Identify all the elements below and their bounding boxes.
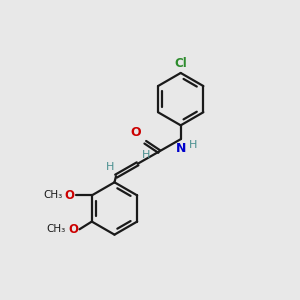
Text: O: O bbox=[68, 223, 78, 236]
Text: N: N bbox=[176, 142, 186, 155]
Text: CH₃: CH₃ bbox=[43, 190, 62, 200]
Text: H: H bbox=[189, 140, 197, 150]
Text: O: O bbox=[65, 189, 75, 202]
Text: CH₃: CH₃ bbox=[46, 224, 66, 234]
Text: Cl: Cl bbox=[174, 57, 187, 70]
Text: O: O bbox=[131, 126, 141, 139]
Text: H: H bbox=[142, 150, 151, 160]
Text: H: H bbox=[106, 161, 115, 172]
